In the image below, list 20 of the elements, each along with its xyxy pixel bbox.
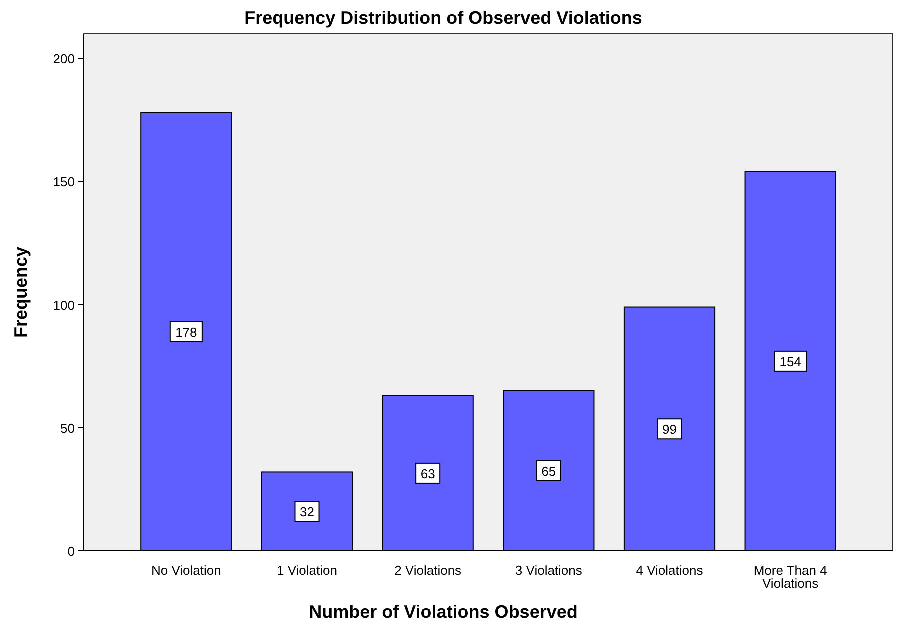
x-tick-label: More Than 4 Violations [754, 563, 828, 591]
chart-title: Frequency Distribution of Observed Violations [244, 8, 642, 28]
data-label: 99 [662, 422, 677, 438]
data-label: 178 [176, 324, 198, 340]
x-tick-label: 4 Violations [636, 563, 704, 578]
data-label: 154 [780, 354, 802, 370]
y-tick-label: 200 [53, 52, 75, 67]
x-tick-label: 2 Violations [394, 563, 462, 578]
data-label: 63 [420, 466, 436, 482]
data-label: 32 [300, 504, 314, 520]
x-tick-label: 3 Violations [515, 563, 583, 578]
data-label: 65 [542, 464, 556, 479]
y-tick-label: 50 [60, 420, 75, 436]
y-tick-label: 0 [68, 544, 75, 559]
y-tick-label: 100 [53, 298, 75, 313]
x-axis-title: Number of Violations Observed [309, 602, 578, 622]
x-tick-label: 1 Violation [277, 563, 338, 578]
y-tick-label: 150 [53, 174, 75, 190]
x-tick-label: No Violation [151, 563, 222, 578]
y-axis-title: Frequency [11, 246, 31, 338]
